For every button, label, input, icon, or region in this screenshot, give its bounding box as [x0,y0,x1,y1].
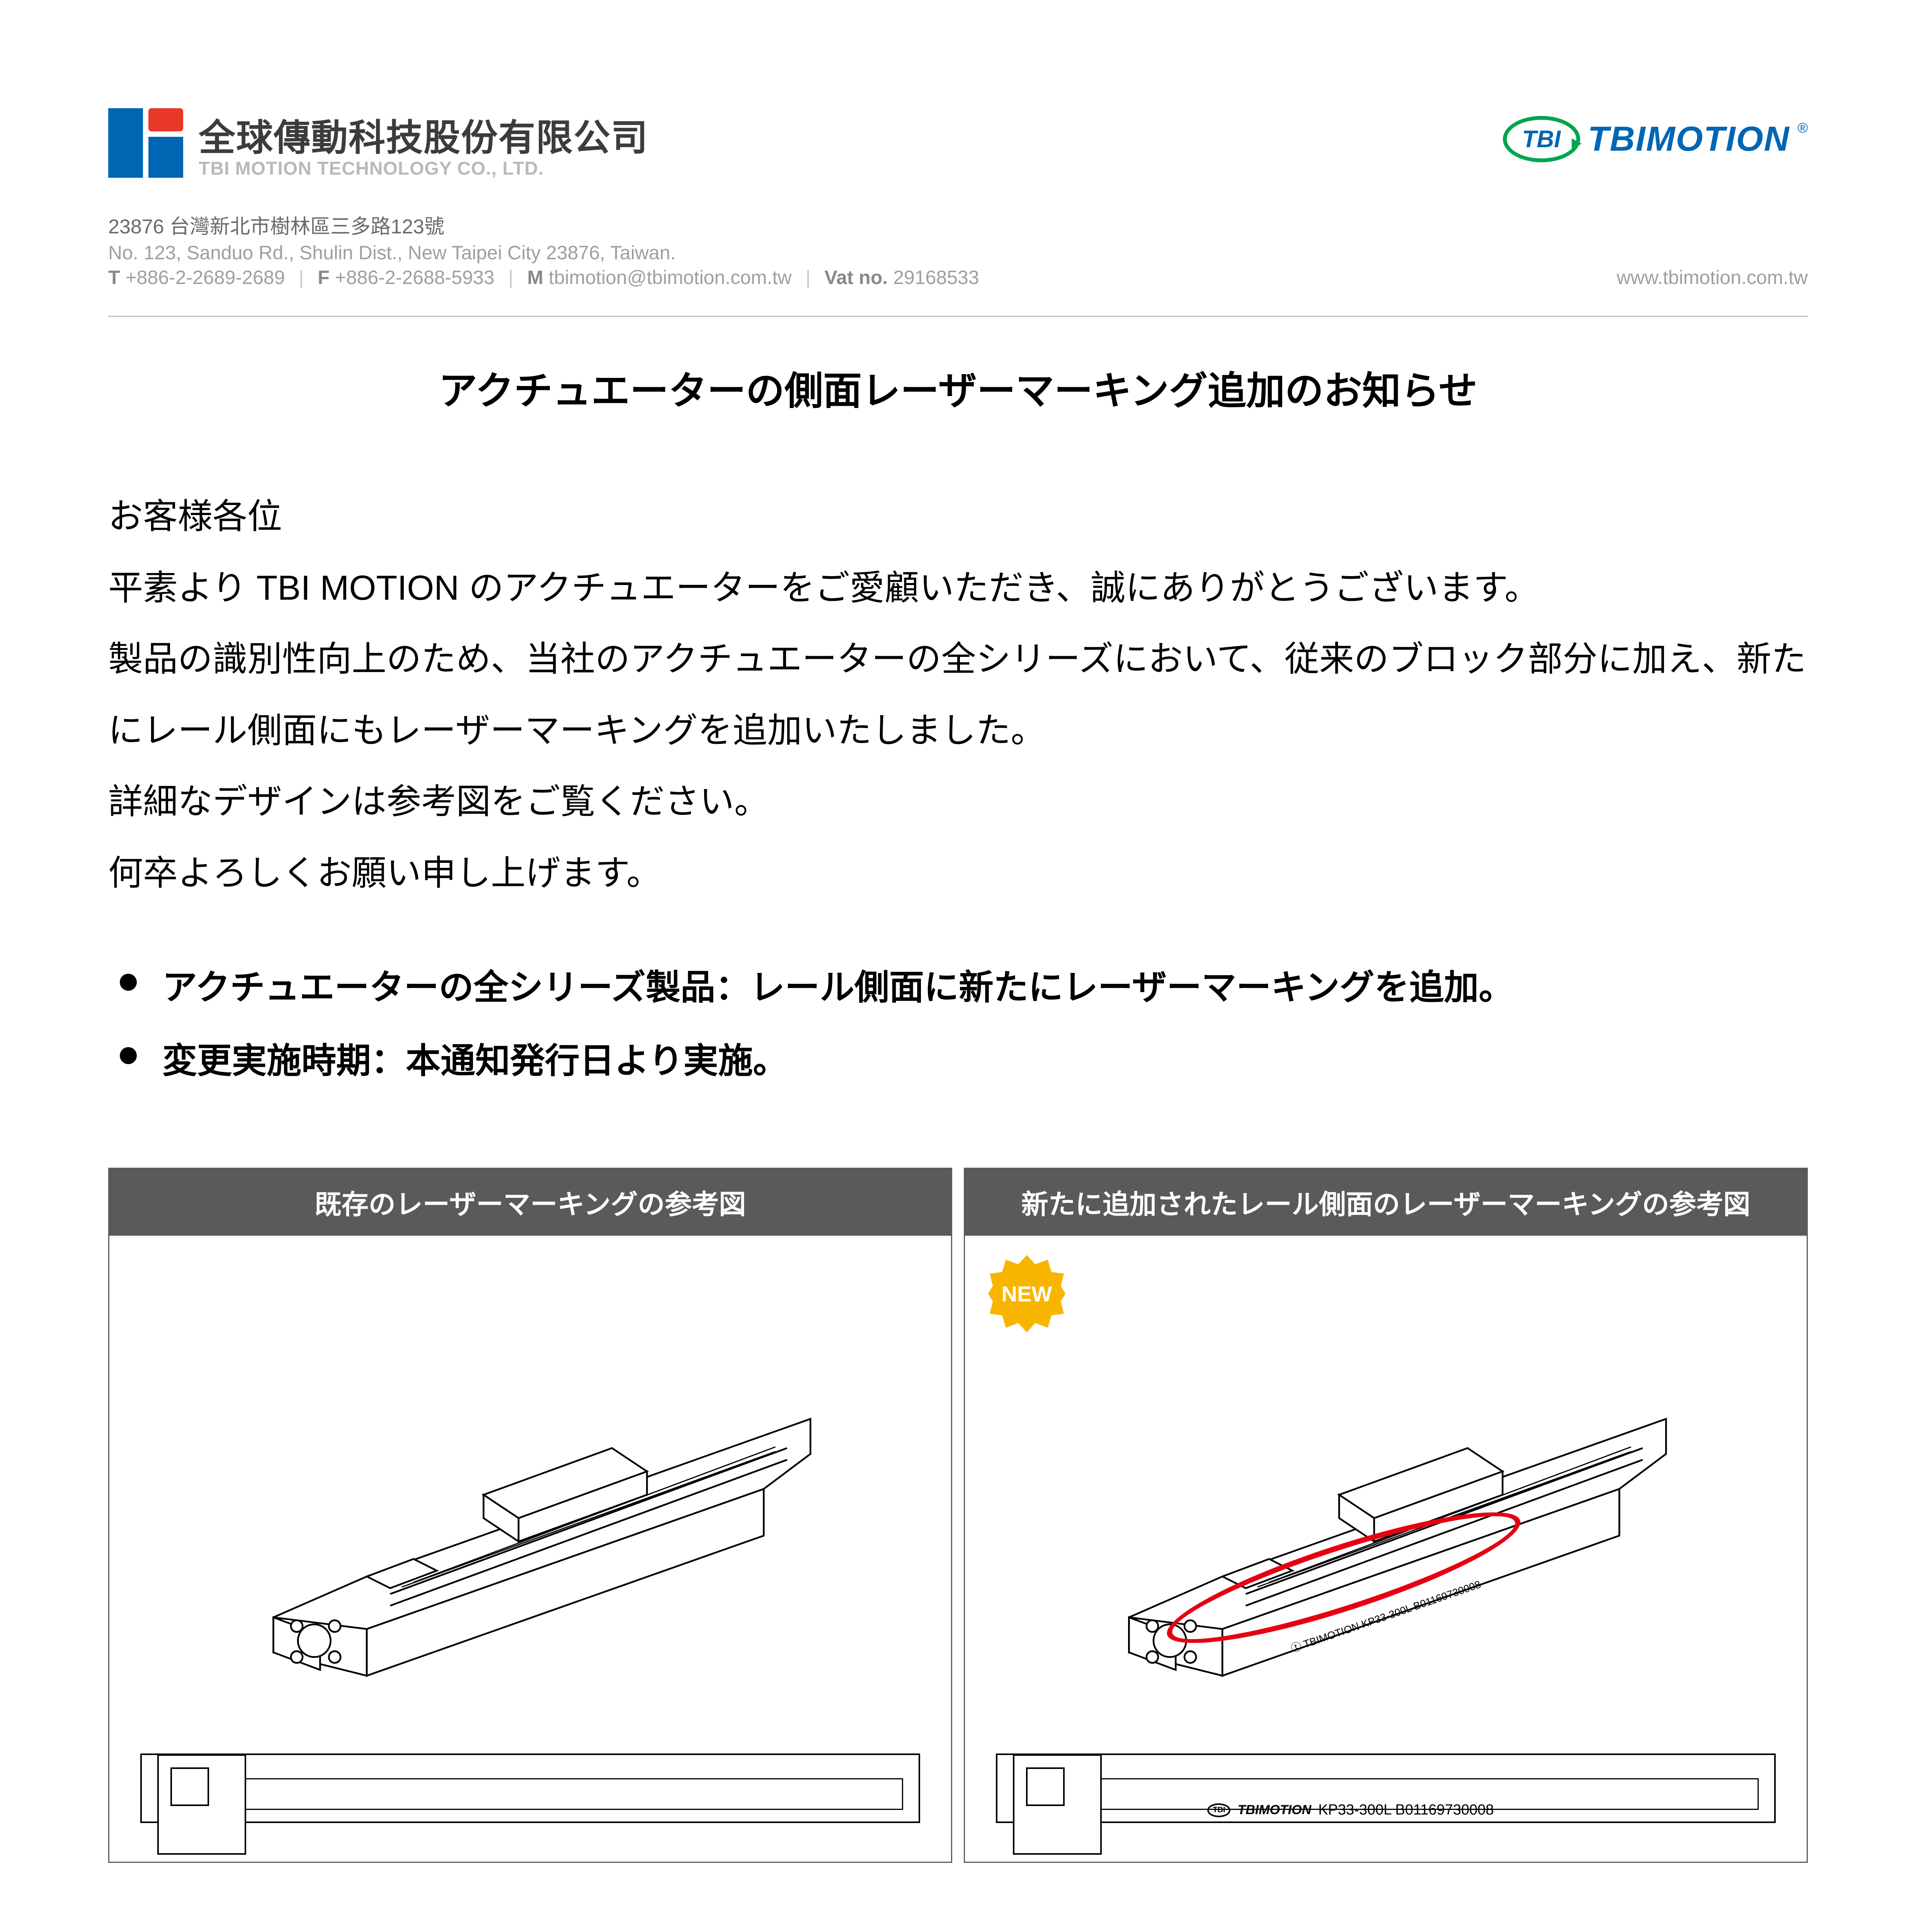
address-cn: 23876 台灣新北市樹林區三多路123號 [108,210,1808,239]
mail-value: tbimotion@tbimotion.com.tw [549,267,792,288]
actuator-side-view [125,1770,936,1846]
figure-new-body: NEW [965,1236,1807,1862]
company-name-block: 全球傳動科技股份有限公司 TBI MOTION TECHNOLOGY CO., … [199,108,648,179]
fax-label: F [318,267,330,288]
fax-value: +886-2-2688-5933 [335,267,495,288]
contact-left: T +886-2-2689-2689 | F +886-2-2688-5933 … [108,266,979,289]
mail-label: M [527,267,543,288]
separator: | [805,267,810,288]
side-endcap-hole [170,1767,209,1806]
company-logo-right: TBI TBIMOTION ® [1503,116,1808,162]
intro-para: 平素より TBI MOTION のアクチュエーターをご愛顧いただき、誠にありがと… [108,553,1808,624]
thanks-para: 何卒よろしくお願い申し上げます。 [108,838,1808,909]
separator: | [508,267,513,288]
header-divider [108,316,1808,317]
logo-red-square [148,108,183,131]
letterhead-header: 全球傳動科技股份有限公司 TBI MOTION TECHNOLOGY CO., … [108,108,1808,179]
tbimotion-wordmark: TBIMOTION [1588,119,1790,159]
side-rail-inner [189,1778,903,1810]
figure-existing: 既存のレーザーマーキングの参考図 [108,1168,952,1863]
company-name-cn: 全球傳動科技股份有限公司 [199,108,648,161]
company-logo-left: 全球傳動科技股份有限公司 TBI MOTION TECHNOLOGY CO., … [108,108,648,179]
bullet-list: アクチュエーターの全シリーズ製品：レール側面に新たにレーザーマーキングを追加。 … [108,959,1808,1083]
ref-para: 詳細なデザインは参考図をご覧ください。 [108,766,1808,838]
marking-brand: TBIMOTION [1237,1803,1311,1818]
vat-label: Vat no. [824,267,888,288]
side-rail-outline [140,1753,920,1823]
website: www.tbimotion.com.tw [1617,266,1808,289]
notice-body: お客様各位 平素より TBI MOTION のアクチュエーターをご愛顧いただき、… [108,481,1808,909]
side-endcap-hole [1026,1767,1065,1806]
figure-grid: 既存のレーザーマーキングの参考図 [108,1168,1808,1863]
actuator-iso-view-new: ⓣ TBIMOTION KP33-300L B01169730008 [980,1251,1791,1762]
actuator-iso-view [125,1251,936,1762]
vat-value: 29168533 [893,267,979,288]
actuator-drawing-icon [165,1302,895,1711]
address-en: No. 123, Sanduo Rd., Shulin Dist., New T… [108,242,1808,264]
notice-title: アクチュエーターの側面レーザーマーキング追加のお知らせ [108,359,1808,415]
marking-code: KP33-300L B01169730008 [1318,1802,1494,1818]
change-para: 製品の識別性向上のため、当社のアクチュエーターの全シリーズにおいて、従来のブロッ… [108,624,1808,766]
greeting: お客様各位 [108,481,1808,553]
contact-row: T +886-2-2689-2689 | F +886-2-2688-5933 … [108,266,1808,289]
actuator-drawing-icon: ⓣ TBIMOTION KP33-300L B01169730008 [1021,1302,1751,1711]
actuator-side-view-new: TBI TBIMOTION KP33-300L B01169730008 [980,1770,1791,1846]
tbi-oval-icon: TBI [1503,116,1580,162]
side-endcap [1013,1754,1102,1855]
figure-existing-title: 既存のレーザーマーキングの参考図 [109,1169,951,1236]
figure-new: 新たに追加されたレール側面のレーザーマーキングの参考図 NEW [964,1168,1808,1863]
logo-blue-bar [108,108,143,178]
address-block: 23876 台灣新北市樹林區三多路123號 No. 123, Sanduo Rd… [108,210,1808,289]
bullet-item: アクチュエーターの全シリーズ製品：レール側面に新たにレーザーマーキングを追加。 [108,959,1808,1009]
bullet-item: 変更実施時期：本通知発行日より実施。 [108,1032,1808,1083]
side-marking-text: TBI TBIMOTION KP33-300L B01169730008 [1207,1802,1494,1818]
tel-value: +886-2-2689-2689 [125,267,285,288]
figure-new-title: 新たに追加されたレール側面のレーザーマーキングの参考図 [965,1169,1807,1236]
separator: | [299,267,304,288]
logo-mark [108,108,183,178]
tel-label: T [108,267,120,288]
registered-mark: ® [1797,120,1808,136]
logo-blue-square [148,137,183,178]
company-name-en: TBI MOTION TECHNOLOGY CO., LTD. [199,158,648,179]
side-endcap [157,1754,246,1855]
mini-tbi-oval-icon: TBI [1207,1803,1230,1817]
figure-existing-body [109,1236,951,1862]
